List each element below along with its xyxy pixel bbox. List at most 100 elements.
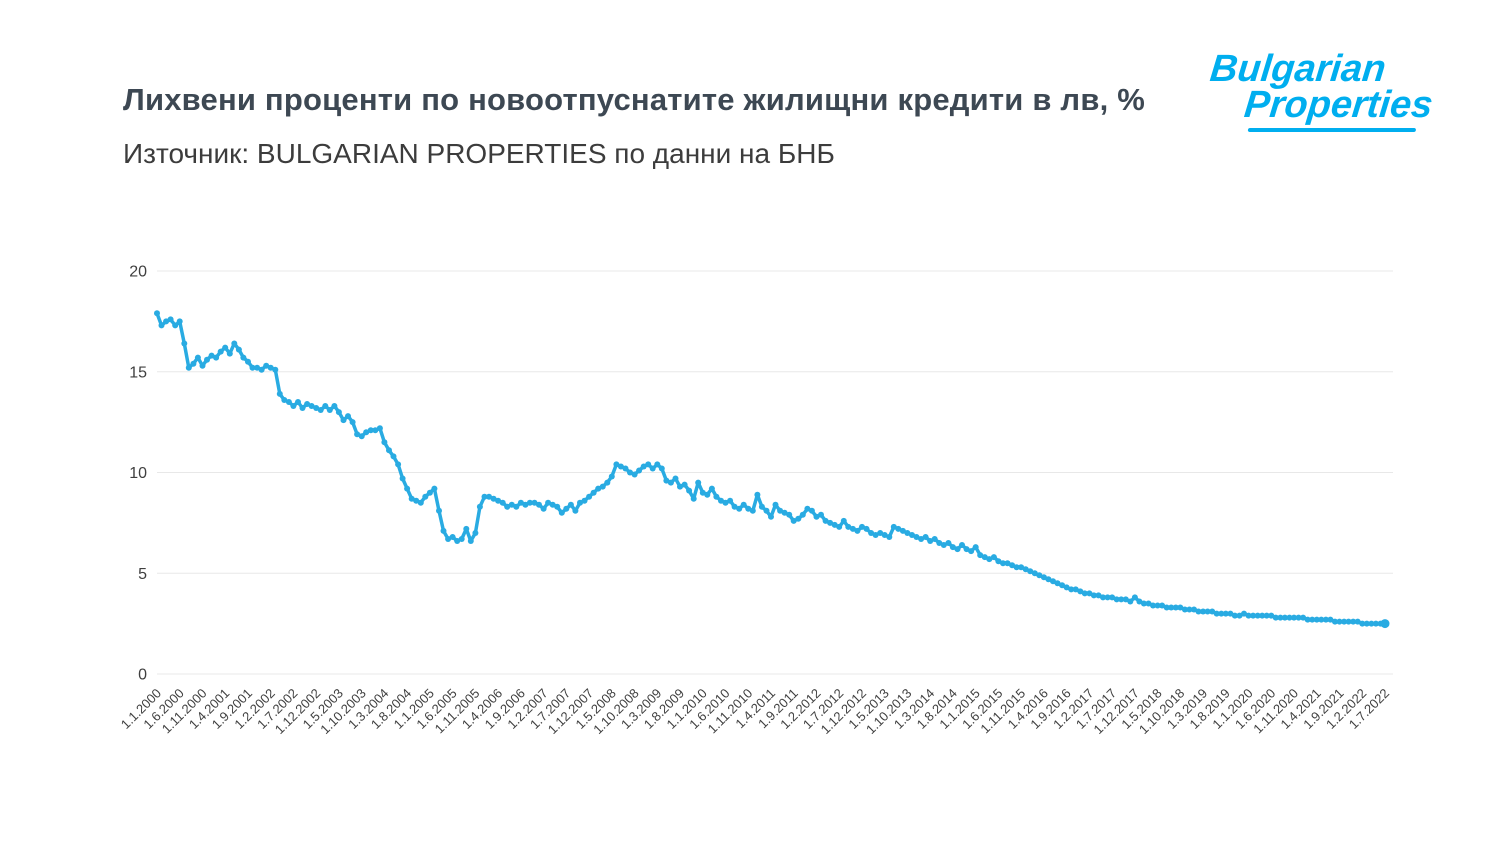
data-point-marker [176,318,183,325]
data-point-marker [790,517,797,524]
data-point-marker [340,417,347,424]
data-point-marker [586,493,593,500]
data-point-marker [231,340,238,347]
data-point-marker [954,546,961,553]
data-point-marker [463,525,470,532]
data-point-marker [1195,608,1202,615]
data-point-marker [390,453,397,460]
data-point-marker [563,505,570,512]
data-point-marker [722,499,729,506]
data-point-marker [758,503,765,510]
data-point-marker [545,499,552,506]
data-point-marker [695,479,702,486]
data-point-marker [836,523,843,530]
data-point-marker [422,493,429,500]
data-point-marker [1050,578,1056,585]
data-point-marker [640,463,647,470]
data-point-marker [918,536,925,542]
data-point-marker [777,507,784,514]
data-point-marker [1022,566,1029,573]
data-point-marker [681,481,688,488]
data-point-marker [313,405,320,411]
data-point-marker [899,527,906,534]
data-point-marker [854,527,861,534]
data-point-marker [872,532,879,538]
data-point-marker [1018,564,1025,571]
data-point-marker [290,403,297,409]
data-point-marker [972,544,979,551]
data-point-marker [526,499,533,506]
data-point-marker [590,489,597,496]
data-point-marker [736,505,743,512]
data-point-marker [572,507,579,514]
data-point-marker [363,429,370,436]
data-point-marker [922,534,929,540]
data-point-marker [1131,594,1138,601]
data-point-marker [367,427,374,434]
logo-text-line1: Bulgarian [1208,48,1388,90]
data-point-marker [781,509,788,516]
data-point-marker [663,477,670,484]
data-point-marker [927,538,934,544]
data-point-marker [1336,618,1343,625]
data-point-marker [458,536,465,542]
data-point-marker [804,505,811,512]
data-point-marker [154,310,160,317]
data-point-marker [649,465,656,472]
data-point-marker [627,469,633,476]
data-point-marker [1027,568,1034,575]
data-point-marker [567,501,574,508]
data-point-marker [417,499,424,506]
data-point-marker [1322,616,1329,623]
data-point-marker [931,536,938,542]
data-point-marker [454,538,461,544]
data-point-marker [540,505,547,512]
data-point-marker [1072,586,1079,593]
data-point-marker [190,360,197,367]
data-point-marker [1159,602,1166,609]
data-point-marker [1218,610,1225,617]
data-point-marker [968,548,975,555]
data-point-marker [1090,592,1097,599]
data-point-marker [613,461,620,468]
data-point-marker [1150,602,1156,609]
data-point-marker [204,356,210,363]
data-point-marker [727,497,734,504]
data-point-marker [677,483,683,490]
data-point-marker [1004,560,1011,567]
data-point-marker [372,427,379,434]
data-point-marker [1263,612,1270,619]
data-point-marker [240,354,247,361]
data-point-marker [949,544,956,551]
data-point-marker [654,461,661,468]
data-point-marker [708,485,715,492]
data-point-marker [1332,618,1338,625]
data-point-marker [699,489,706,496]
data-point-marker [1204,608,1211,615]
data-point-marker [731,503,738,510]
data-point-marker [1140,600,1147,607]
data-point-marker [749,507,756,514]
data-point-marker [395,461,402,468]
data-point-marker [226,350,233,357]
data-point-marker [945,540,952,546]
source-subtitle: Източник: BULGARIAN PROPERTIES по данни … [123,138,835,169]
data-point-marker [1291,614,1297,621]
data-point-marker [1213,610,1220,617]
data-point-marker [1236,612,1243,619]
data-point-marker [354,431,361,438]
data-point-marker [617,463,624,470]
data-point-marker [713,493,720,500]
data-point-marker [704,491,711,498]
data-point-marker [1354,618,1361,625]
data-point-marker [276,390,283,397]
data-point-marker [322,403,329,409]
data-point-marker [818,511,824,518]
data-point-marker [235,346,242,353]
data-point-marker [1059,582,1066,589]
data-point-marker [531,499,538,506]
data-point-marker [308,403,315,409]
data-point-marker [877,530,884,536]
data-point-marker [1254,612,1261,619]
data-point-marker [1200,608,1207,615]
